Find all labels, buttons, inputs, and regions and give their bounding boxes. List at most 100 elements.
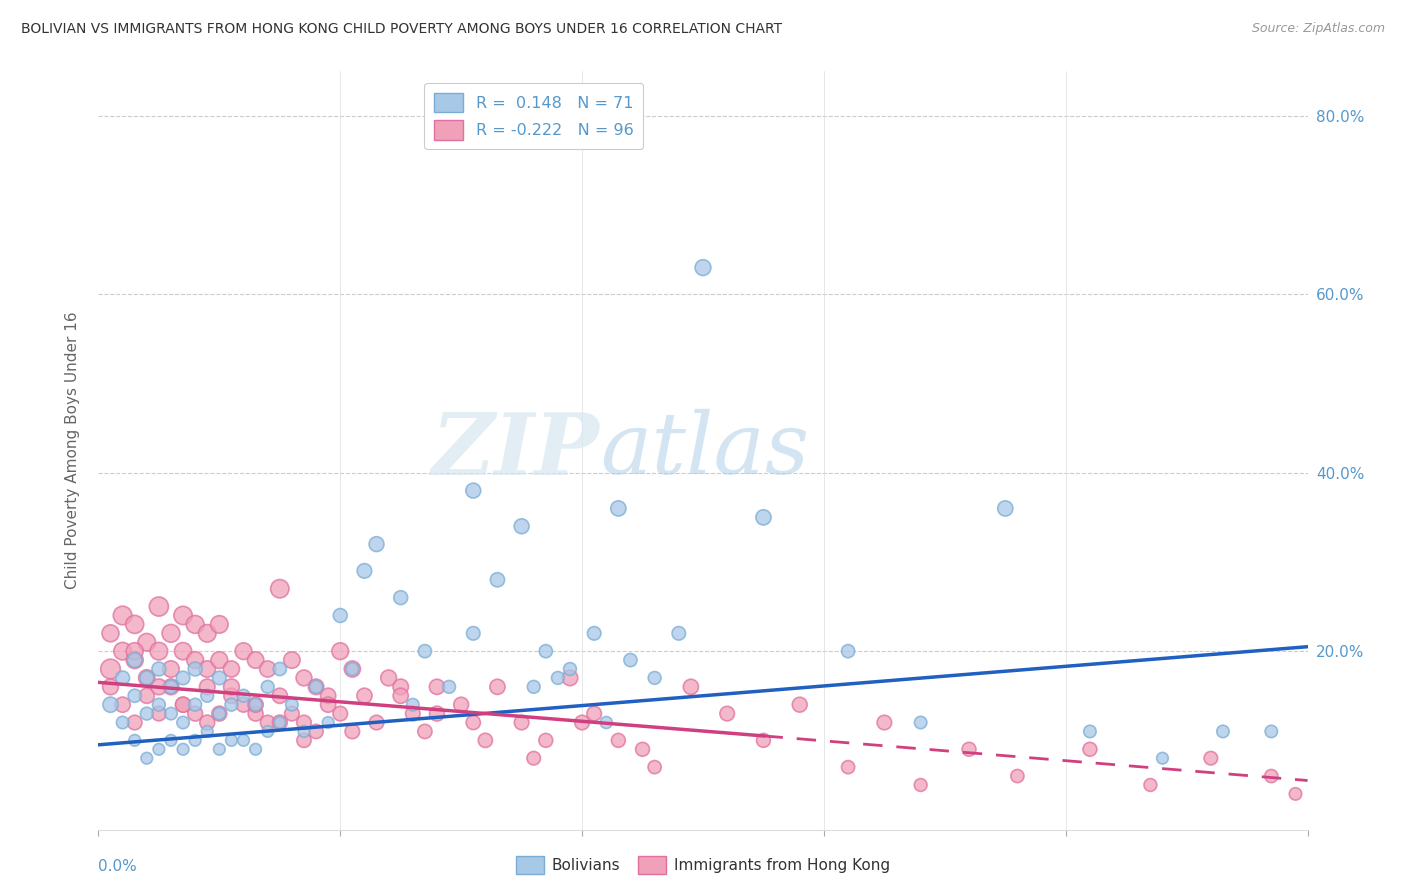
Point bbox=[195, 689, 218, 703]
Point bbox=[208, 671, 231, 685]
Point bbox=[148, 742, 170, 756]
Point bbox=[195, 715, 218, 730]
Point bbox=[195, 626, 218, 640]
Point bbox=[342, 662, 364, 676]
Legend: Bolivians, Immigrants from Hong Kong: Bolivians, Immigrants from Hong Kong bbox=[510, 850, 896, 880]
Point bbox=[160, 733, 183, 747]
Point bbox=[221, 680, 243, 694]
Point bbox=[342, 662, 364, 676]
Point bbox=[256, 724, 278, 739]
Point bbox=[619, 653, 641, 667]
Point bbox=[402, 698, 425, 712]
Point bbox=[208, 742, 231, 756]
Point bbox=[148, 662, 170, 676]
Point bbox=[100, 698, 122, 712]
Point bbox=[184, 617, 207, 632]
Point bbox=[486, 573, 509, 587]
Point bbox=[1260, 724, 1282, 739]
Point bbox=[644, 760, 666, 774]
Point bbox=[111, 698, 134, 712]
Point bbox=[413, 644, 436, 658]
Point bbox=[644, 671, 666, 685]
Point bbox=[558, 662, 581, 676]
Point bbox=[221, 662, 243, 676]
Point bbox=[172, 698, 194, 712]
Point bbox=[463, 626, 485, 640]
Point bbox=[752, 733, 775, 747]
Point bbox=[837, 760, 859, 774]
Point bbox=[111, 715, 134, 730]
Point bbox=[135, 706, 157, 721]
Point bbox=[245, 698, 267, 712]
Point bbox=[329, 644, 352, 658]
Point bbox=[463, 483, 485, 498]
Point bbox=[292, 733, 315, 747]
Point bbox=[994, 501, 1017, 516]
Point bbox=[437, 680, 460, 694]
Y-axis label: Child Poverty Among Boys Under 16: Child Poverty Among Boys Under 16 bbox=[65, 311, 80, 590]
Point bbox=[1199, 751, 1222, 765]
Point bbox=[292, 715, 315, 730]
Text: BOLIVIAN VS IMMIGRANTS FROM HONG KONG CHILD POVERTY AMONG BOYS UNDER 16 CORRELAT: BOLIVIAN VS IMMIGRANTS FROM HONG KONG CH… bbox=[21, 22, 782, 37]
Point bbox=[329, 608, 352, 623]
Point bbox=[837, 644, 859, 658]
Point bbox=[463, 715, 485, 730]
Point bbox=[256, 715, 278, 730]
Point bbox=[148, 680, 170, 694]
Point bbox=[389, 591, 412, 605]
Point bbox=[716, 706, 738, 721]
Point bbox=[232, 733, 254, 747]
Point bbox=[366, 537, 388, 551]
Point bbox=[160, 662, 183, 676]
Point bbox=[124, 653, 146, 667]
Point bbox=[474, 733, 496, 747]
Point bbox=[232, 698, 254, 712]
Point bbox=[245, 706, 267, 721]
Point bbox=[316, 715, 339, 730]
Point bbox=[135, 635, 157, 649]
Point bbox=[111, 608, 134, 623]
Point bbox=[184, 706, 207, 721]
Point bbox=[172, 715, 194, 730]
Point bbox=[583, 706, 606, 721]
Point bbox=[752, 510, 775, 524]
Point bbox=[366, 715, 388, 730]
Point bbox=[245, 698, 267, 712]
Point bbox=[124, 653, 146, 667]
Point bbox=[281, 706, 304, 721]
Point bbox=[1007, 769, 1029, 783]
Point bbox=[510, 715, 533, 730]
Point bbox=[402, 706, 425, 721]
Point bbox=[184, 698, 207, 712]
Point bbox=[1260, 769, 1282, 783]
Point bbox=[571, 715, 593, 730]
Point bbox=[547, 671, 569, 685]
Point bbox=[124, 617, 146, 632]
Point bbox=[607, 733, 630, 747]
Point bbox=[679, 680, 702, 694]
Point bbox=[281, 698, 304, 712]
Text: atlas: atlas bbox=[600, 409, 810, 491]
Point bbox=[292, 671, 315, 685]
Point bbox=[1284, 787, 1306, 801]
Point bbox=[305, 724, 328, 739]
Point bbox=[221, 733, 243, 747]
Point bbox=[316, 689, 339, 703]
Point bbox=[221, 689, 243, 703]
Point bbox=[208, 706, 231, 721]
Point bbox=[1212, 724, 1234, 739]
Point bbox=[377, 671, 399, 685]
Point bbox=[910, 778, 932, 792]
Point bbox=[292, 724, 315, 739]
Point bbox=[111, 671, 134, 685]
Point bbox=[124, 689, 146, 703]
Point bbox=[389, 680, 412, 694]
Point bbox=[232, 689, 254, 703]
Point bbox=[1078, 724, 1101, 739]
Point bbox=[486, 680, 509, 694]
Point bbox=[148, 698, 170, 712]
Point bbox=[124, 644, 146, 658]
Point bbox=[100, 662, 122, 676]
Point bbox=[957, 742, 980, 756]
Point bbox=[305, 680, 328, 694]
